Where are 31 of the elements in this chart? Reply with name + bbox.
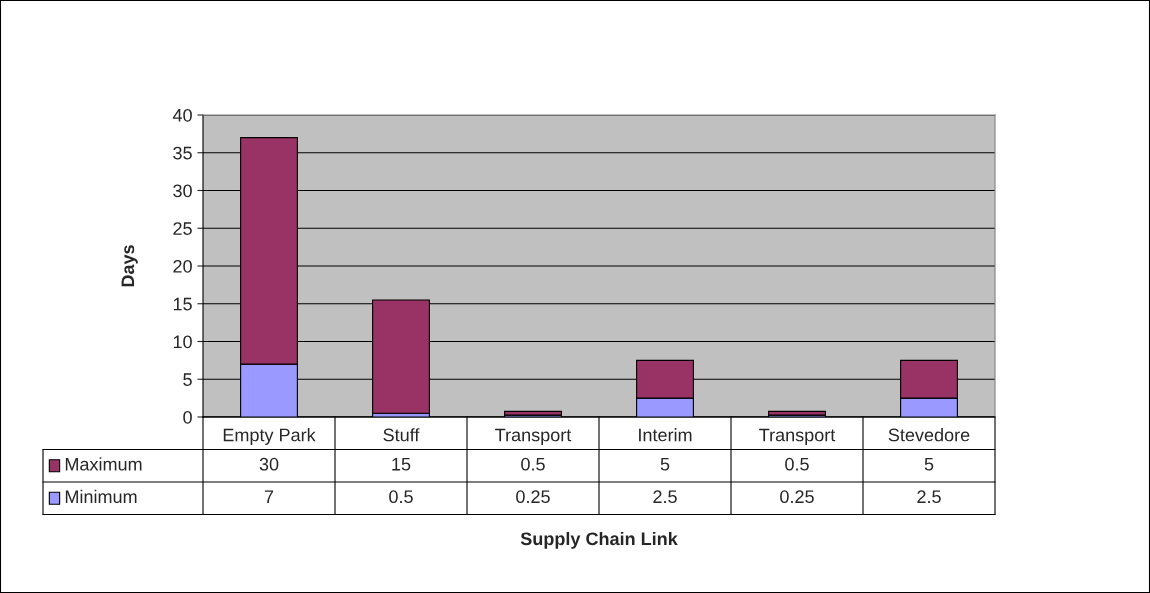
x-tick-label: Transport	[495, 428, 572, 445]
x-tick-label: Transport	[759, 428, 836, 445]
data-label: 5	[660, 458, 670, 471]
data-label: 30	[259, 457, 279, 471]
data-label: 2.5	[653, 490, 677, 504]
y-tick-label: 35	[173, 146, 192, 160]
data-label: 0.5	[521, 457, 545, 471]
x-tick-label: Stuff	[383, 428, 420, 442]
data-label: 0.25	[780, 490, 814, 504]
data-label: 15	[392, 458, 411, 471]
y-tick-label: 10	[173, 335, 192, 349]
x-tick-label: Stevedore	[888, 428, 970, 442]
x-tick-label: Interim	[639, 428, 692, 442]
y-tick-label: 40	[172, 108, 192, 122]
data-label: 7	[264, 490, 274, 503]
x-axis-title: Supply Chain Link	[520, 531, 678, 549]
legend-label: Maximum	[65, 457, 142, 471]
y-axis-title: Days	[121, 245, 138, 287]
x-tick-label: Empty Park	[223, 428, 316, 445]
y-tick-label: 20	[173, 259, 192, 273]
y-tick-label: 30	[173, 184, 192, 198]
data-label: 0.5	[389, 490, 413, 504]
y-tick-label: 25	[173, 222, 192, 235]
data-label: 2.5	[917, 490, 941, 504]
y-tick-label: 15	[173, 297, 192, 311]
data-label: 0.5	[785, 457, 809, 471]
data-label: 0.25	[516, 490, 550, 504]
legend-label: Minimum	[65, 489, 137, 504]
y-tick-label: 0	[183, 410, 192, 424]
y-tick-label: 5	[183, 373, 192, 386]
data-label: 5	[924, 458, 934, 471]
